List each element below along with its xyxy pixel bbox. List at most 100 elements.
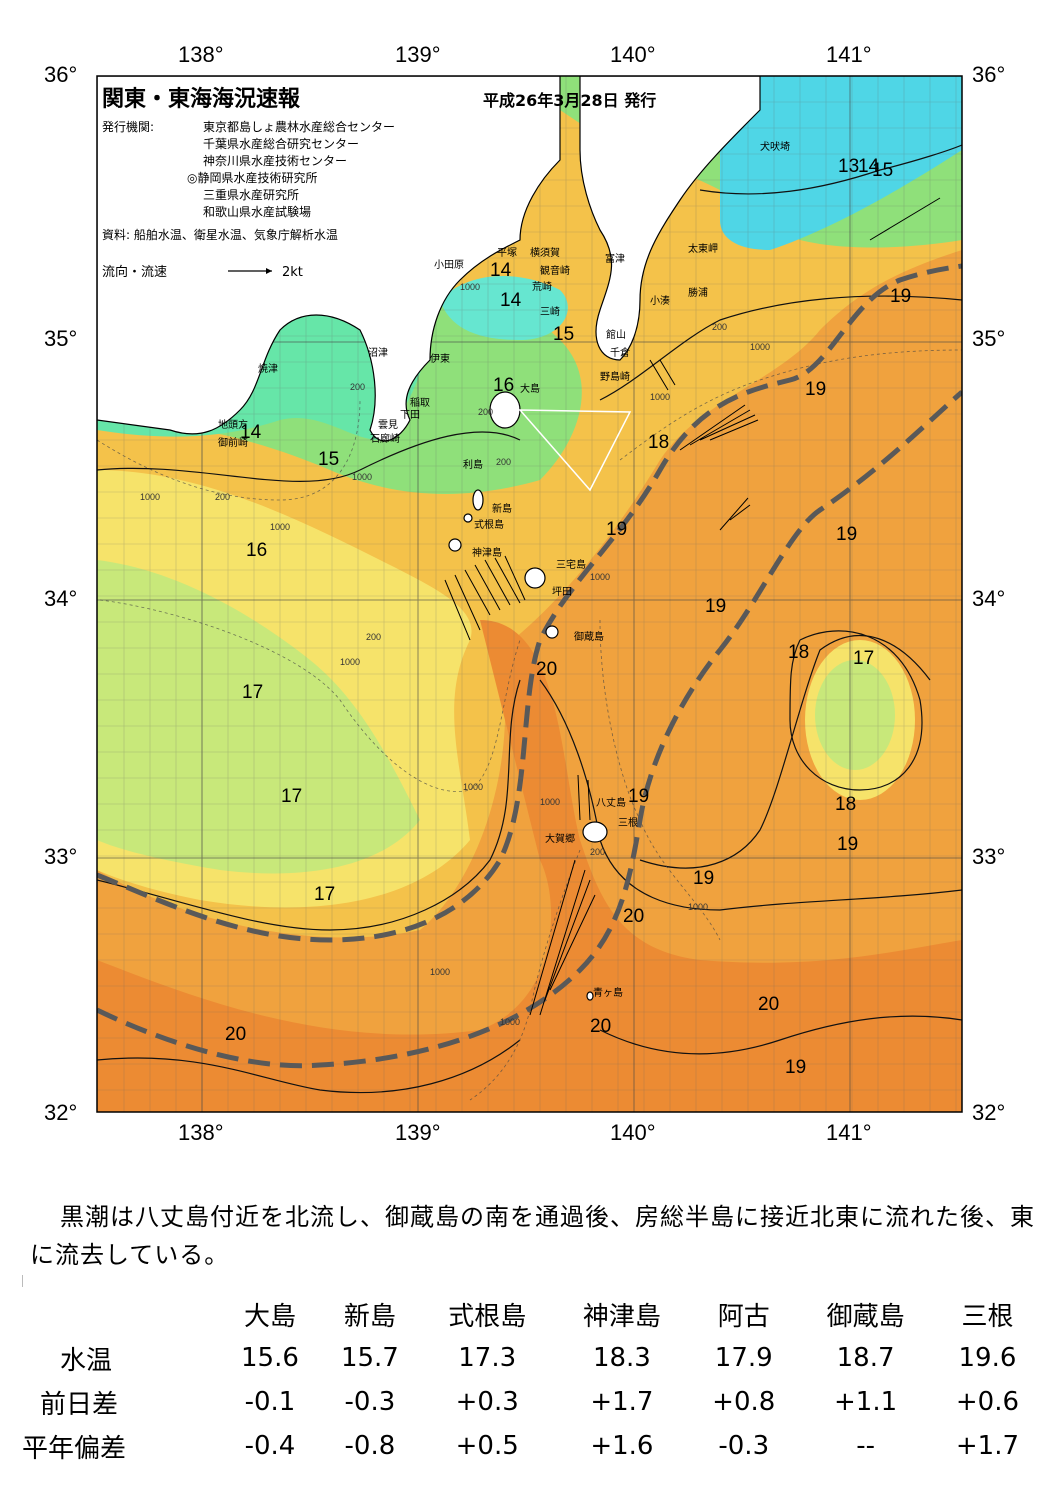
niijima-island <box>472 489 484 511</box>
place-inatori: 稲取 <box>410 397 430 409</box>
depth-label: 1000 <box>430 967 450 977</box>
depth-label: 200 <box>712 322 727 332</box>
route-outline <box>518 409 632 492</box>
depth-label: 200 <box>215 492 230 502</box>
major-grid <box>97 76 962 1112</box>
place-misaki: 三崎 <box>540 305 560 318</box>
place-kominato: 小湊 <box>650 294 670 307</box>
table-cell: -0.8 <box>344 1431 396 1461</box>
isotherm-label: 20 <box>590 1016 611 1037</box>
flow-legend-speed: 2kt <box>282 265 303 280</box>
lon-label-top: 141° <box>826 42 872 67</box>
kuroshio-axis <box>97 263 962 1069</box>
lon-label-bottom: 138° <box>178 1120 224 1145</box>
isotherm-label: 14 <box>500 290 522 311</box>
table-row: 水温 15.6 15.7 17.3 18.3 17.9 18.7 19.6 <box>22 1336 1042 1380</box>
depth-label: 1000 <box>650 392 670 402</box>
table-cell: +1.7 <box>955 1431 1020 1461</box>
depth-label: 1000 <box>340 657 360 667</box>
lat-label-right: 36° <box>972 62 1006 87</box>
summary-sentence: 黒潮は八丈島付近を北流し、御蔵島の南を通過後、房総半島に接近北東に流れた後、東に… <box>30 1203 1035 1269</box>
table-cell: -- <box>856 1431 875 1461</box>
isotherm-label: 14 <box>490 260 512 281</box>
isotherm-label: 14 <box>858 156 880 177</box>
place-chikura: 千倉 <box>610 346 630 359</box>
row-label-water-temp: 水温 <box>60 1345 113 1376</box>
table-cell: 17.3 <box>458 1343 517 1373</box>
place-irozaki: 石廊崎 <box>370 432 400 445</box>
depth-label: 1000 <box>590 572 610 582</box>
table-cell: +0.5 <box>455 1431 519 1461</box>
zone-eddy-inner <box>815 660 895 770</box>
table-cell: +0.8 <box>712 1387 776 1417</box>
boso-land <box>579 76 761 361</box>
table-column-header: 御蔵島 <box>826 1301 905 1332</box>
table-column-header: 新島 <box>343 1301 396 1332</box>
land <box>97 76 761 1001</box>
hachijojima-island <box>582 821 608 843</box>
isotherm-label: 19 <box>785 1057 806 1078</box>
lon-label-top: 139° <box>395 42 441 67</box>
isotherm-label: 19 <box>628 786 649 807</box>
publisher-6: 和歌山県水産試験場 <box>203 204 311 219</box>
table-cell: +1.7 <box>590 1387 654 1417</box>
isotherm-label: 18 <box>835 794 856 815</box>
place-sanne: 三根 <box>618 816 638 829</box>
isotherm-label: 19 <box>606 519 627 540</box>
isotherm-lines <box>97 144 962 1094</box>
isotherm-label: 19 <box>805 379 826 400</box>
place-ito: 伊東 <box>430 352 450 365</box>
place-oshima: 大島 <box>520 382 540 395</box>
isotherm-label: 17 <box>242 682 263 703</box>
depth-label: 1000 <box>140 492 160 502</box>
zone-cold-ne <box>720 76 962 250</box>
place-kannonzaki: 観音崎 <box>540 264 570 277</box>
sea-temperature-map: 関東・東海海況速報 平成26年3月28日 発行 発行機関: 東京都島しょ農林水産… <box>44 42 1006 1145</box>
place-kumomi: 雲見 <box>378 419 398 431</box>
mikurajima-island <box>545 625 559 639</box>
depth-label: 200 <box>496 457 511 467</box>
place-shikinejima: 式根島 <box>474 518 504 531</box>
isotherm-label: 16 <box>493 375 514 396</box>
depth-label: 1000 <box>460 282 480 292</box>
miyakejima-island <box>524 567 546 589</box>
depth-label: 1000 <box>270 522 290 532</box>
isotherm-label: 17 <box>281 786 302 807</box>
place-omaezaki: 御前崎 <box>218 436 248 449</box>
isotherm-label: 17 <box>853 648 874 669</box>
lat-label-left: 34° <box>44 586 78 611</box>
depth-label: 200 <box>350 382 365 392</box>
map-border <box>96 75 963 1113</box>
lat-label-left: 36° <box>44 62 78 87</box>
lat-label-left: 35° <box>44 326 78 351</box>
place-numazu: 沼津 <box>368 346 388 359</box>
place-arasaki: 荒崎 <box>532 280 552 293</box>
isotherm-label: 20 <box>623 906 644 927</box>
row-label-normal-anomaly: 平年偏差 <box>22 1433 127 1464</box>
place-chikyugaku: 地頭方 <box>218 418 248 431</box>
zone-lightgreen-west <box>97 560 420 874</box>
isotherm-label: 19 <box>837 834 858 855</box>
lat-label-right: 32° <box>972 1100 1006 1125</box>
place-yaizu: 焼津 <box>258 363 278 375</box>
lat-label-right: 35° <box>972 326 1006 351</box>
table-header-row: 大島 新島 式根島 神津島 阿古 御蔵島 三根 <box>22 1292 1042 1336</box>
zone-kuroshio <box>97 620 962 1112</box>
lat-label-left: 33° <box>44 844 78 869</box>
publisher-label: 発行機関: <box>102 119 154 134</box>
place-mikurajima: 御蔵島 <box>574 630 604 643</box>
isotherm-label: 18 <box>788 642 809 663</box>
oshima-island <box>489 391 521 429</box>
table-cell: -0.3 <box>344 1387 396 1417</box>
isotherm-label: 13 <box>838 156 859 177</box>
depth-label: 200 <box>478 407 493 417</box>
depth-label: 1000 <box>688 902 708 912</box>
place-aogashima: 青ヶ島 <box>593 986 623 999</box>
place-inubozaki: 犬吠埼 <box>760 140 790 153</box>
divider-mark <box>22 1275 23 1287</box>
depth-label: 1000 <box>540 797 560 807</box>
shikinejima-island <box>463 513 473 523</box>
table-cell: 15.6 <box>241 1343 299 1373</box>
isotherm-labels: 13 14 15 14 14 15 16 14 15 16 17 17 17 1… <box>225 156 911 1078</box>
temperature-fill <box>97 76 962 1112</box>
